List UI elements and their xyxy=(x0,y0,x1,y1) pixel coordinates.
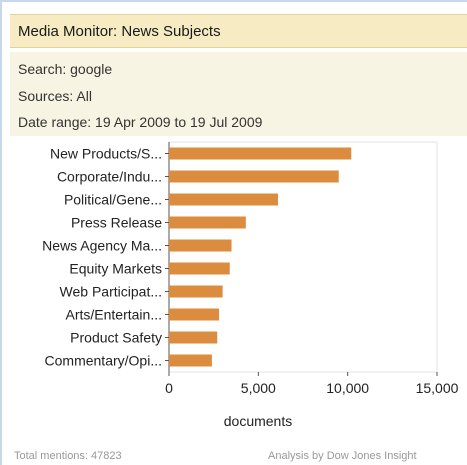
search-query: Search: google xyxy=(18,61,113,77)
x-axis-label: documents xyxy=(224,413,292,429)
bar xyxy=(169,239,232,252)
bar xyxy=(169,262,230,275)
x-tick-label: 5,000 xyxy=(241,380,276,396)
category-label: Press Release xyxy=(71,215,162,231)
total-mentions: Total mentions: 47823 xyxy=(14,450,122,462)
category-label: Arts/Entertain... xyxy=(66,307,162,323)
category-label: News Agency Ma... xyxy=(42,238,162,254)
category-label: Corporate/Indu... xyxy=(57,169,162,185)
query-info-panel: Search: google Sources: All Date range: … xyxy=(10,52,467,136)
x-tick-label: 15,000 xyxy=(416,380,459,396)
x-tick-label: 0 xyxy=(165,380,173,396)
category-label: Commentary/Opi... xyxy=(45,353,162,369)
bar xyxy=(169,331,218,344)
category-label: New Products/S... xyxy=(50,146,162,162)
bar xyxy=(169,308,220,321)
bar xyxy=(169,193,278,206)
date-range: Date range: 19 Apr 2009 to 19 Jul 2009 xyxy=(18,114,263,130)
bar xyxy=(169,285,223,298)
analysis-credit: Analysis by Dow Jones Insight xyxy=(268,450,417,462)
bar xyxy=(169,354,212,367)
widget-header: Media Monitor: News Subjects xyxy=(10,14,467,48)
category-label: Equity Markets xyxy=(69,261,162,277)
bar xyxy=(169,170,339,183)
category-label: Political/Gene... xyxy=(64,192,162,208)
category-label: Web Participat... xyxy=(60,284,162,300)
category-label: Product Safety xyxy=(70,330,162,346)
bar xyxy=(169,147,352,160)
news-subjects-bar-chart: New Products/S... Corporate/Indu... Politi… xyxy=(42,141,459,429)
sources-filter: Sources: All xyxy=(18,88,92,104)
x-tick-label: 10,000 xyxy=(326,380,369,396)
widget-title: Media Monitor: News Subjects xyxy=(18,23,221,40)
bar xyxy=(169,216,246,229)
